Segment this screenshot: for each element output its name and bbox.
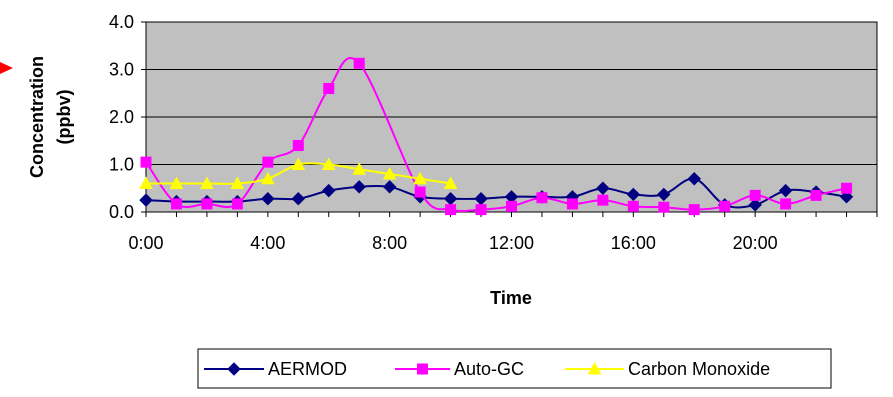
data-point (626, 187, 641, 202)
data-point (261, 191, 275, 206)
legend-label: AERMOD (268, 359, 347, 379)
data-point (169, 176, 184, 189)
data-point (687, 172, 701, 186)
x-axis-title: Time (490, 288, 532, 308)
y-axis-ticks: 0.0 1.0 2.0 3.0 4.0 (109, 12, 146, 222)
data-point (627, 200, 639, 212)
data-point (322, 183, 336, 198)
data-point (382, 180, 397, 194)
data-point (778, 183, 793, 198)
x-tick-label: 0:00 (128, 233, 163, 253)
data-point (140, 156, 152, 168)
data-point (443, 176, 458, 189)
y-axis-title-line2: (ppbv) (54, 90, 74, 145)
data-point (230, 176, 245, 189)
legend-entry: AERMOD (204, 359, 347, 379)
legend (197, 348, 832, 389)
x-tick-label: 12:00 (489, 233, 534, 253)
data-point (323, 83, 335, 94)
y-tick-label: 4.0 (109, 12, 134, 32)
red-arrow-icon (0, 62, 13, 74)
series-auto-gc (140, 57, 853, 216)
x-tick-label: 8:00 (372, 233, 407, 253)
x-tick-label: 16:00 (611, 233, 656, 253)
legend-marker (417, 363, 428, 375)
legend-entry: Carbon Monoxide (565, 359, 770, 379)
data-point (566, 198, 578, 210)
data-point (201, 198, 213, 210)
data-point (260, 171, 275, 185)
data-point (382, 166, 397, 180)
y-tick-label: 3.0 (109, 60, 134, 80)
y-tick-label: 0.0 (109, 202, 134, 222)
data-point (841, 182, 853, 194)
data-point (353, 57, 365, 69)
data-point (321, 157, 336, 170)
data-point (352, 162, 367, 175)
data-point (780, 198, 792, 210)
y-tick-label: 1.0 (109, 155, 134, 175)
data-point (749, 189, 761, 201)
series-group (139, 57, 854, 216)
data-point (506, 200, 517, 212)
data-point (658, 201, 670, 213)
data-point (170, 198, 182, 210)
data-point (475, 204, 487, 216)
legend-marker (587, 361, 602, 375)
y-axis-title-line1: Concentration (27, 56, 47, 178)
data-point (536, 192, 548, 204)
data-point (200, 176, 214, 189)
data-point (657, 187, 671, 202)
data-point (291, 157, 306, 170)
data-point (810, 189, 822, 201)
data-point (292, 140, 304, 151)
legend-marker (227, 362, 241, 376)
y-tick-label: 2.0 (109, 107, 134, 127)
data-point (262, 156, 274, 168)
data-point (839, 190, 854, 204)
legend-label: Carbon Monoxide (628, 359, 770, 379)
data-point (139, 176, 153, 189)
x-tick-label: 20:00 (733, 233, 778, 253)
data-point (597, 194, 609, 206)
data-point (414, 186, 426, 198)
legend-label: Auto-GC (454, 359, 524, 379)
legend-entry: Auto-GC (395, 359, 524, 379)
series-carbon-monoxide (139, 157, 458, 189)
data-point (719, 200, 731, 212)
data-point (688, 204, 700, 216)
legend-items: AERMOD Auto-GC Carbon Monoxide (204, 359, 770, 379)
data-point (413, 171, 427, 185)
data-point (352, 180, 366, 194)
data-point (291, 191, 305, 206)
data-point (596, 181, 610, 195)
x-tick-label: 4:00 (250, 233, 285, 253)
data-point (445, 204, 457, 216)
data-point (139, 193, 153, 207)
data-point (748, 198, 762, 212)
data-point (231, 198, 243, 210)
x-axis-ticks: 0:00 4:00 8:00 12:00 16:00 20:00 (128, 212, 878, 253)
